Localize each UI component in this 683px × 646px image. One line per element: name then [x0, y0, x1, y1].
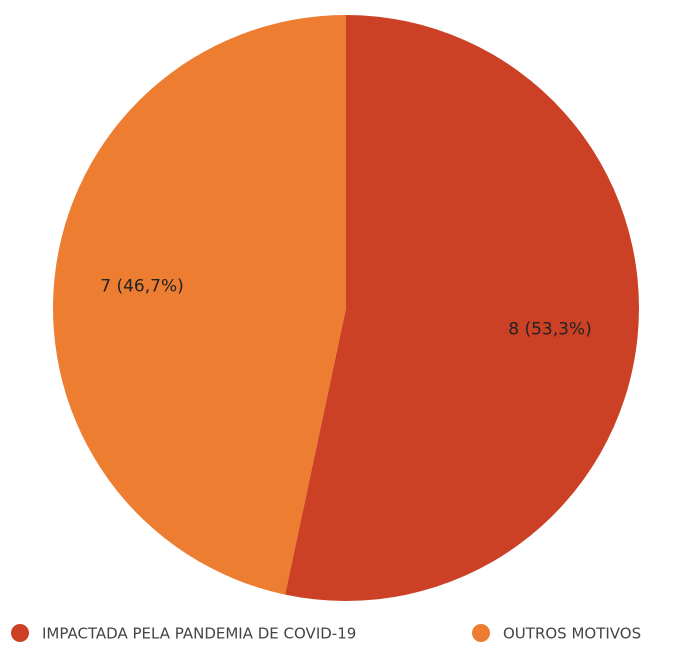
- legend-label: OUTROS MOTIVOS: [503, 625, 641, 643]
- pie-slice: [285, 15, 640, 602]
- slice-label: 8 (53,3%): [508, 319, 592, 339]
- legend-label: IMPACTADA PELA PANDEMIA DE COVID-19: [42, 625, 356, 643]
- legend-marker: [11, 624, 29, 642]
- slice-label: 7 (46,7%): [100, 277, 184, 297]
- legend-marker: [472, 624, 490, 642]
- pie-slice: [53, 15, 346, 595]
